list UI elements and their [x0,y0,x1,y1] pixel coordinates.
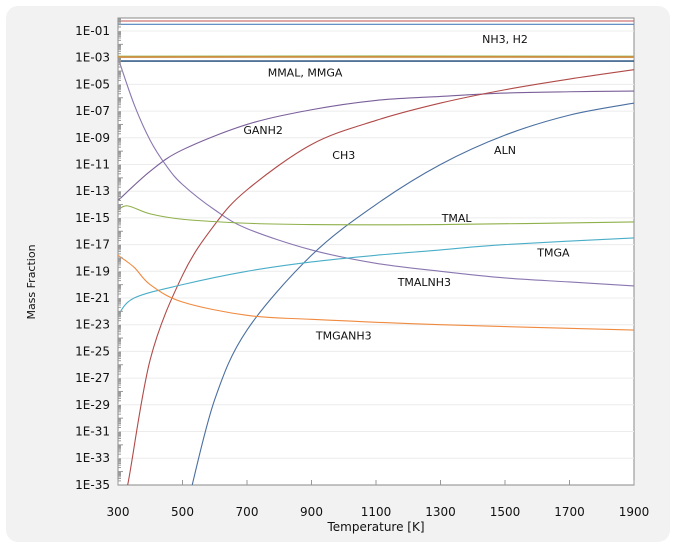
y-tick-label: 1E-25 [75,344,110,358]
x-tick-label: 500 [171,505,194,519]
series-line-tmal [118,205,634,226]
y-tick-label: 1E-33 [75,451,110,465]
x-tick-label: 900 [300,505,323,519]
series-annotation: TMAL [441,212,473,225]
x-tick-label: 1700 [554,505,585,519]
y-tick-label: 1E-15 [75,211,110,225]
y-tick-label: 1E-09 [75,131,110,145]
x-tick-label: 1500 [490,505,521,519]
y-tick-label: 1E-31 [75,425,110,439]
series-line-mmga [118,56,634,60]
x-tick-label: 700 [236,505,259,519]
series-annotation: TMGA [536,247,570,260]
y-tick-label: 1E-29 [75,398,110,412]
y-tick-label: 1E-23 [75,318,110,332]
series-annotation: CH3 [332,149,355,162]
series-annotation: TMGANH3 [315,329,372,342]
series-annotation: NH3, H2 [482,33,528,46]
series-annotation: MMAL, MMGA [268,66,343,79]
series-line-aln [191,102,634,485]
series-annotation: GANH2 [243,124,283,137]
y-tick-label: 1E-17 [75,238,110,252]
y-tick-label: 1E-05 [75,77,110,91]
series-annotation: TMALNH3 [397,276,451,289]
y-tick-label: 1E-03 [75,51,110,65]
plot-area [117,17,635,486]
series-line-tmganh3 [118,254,634,331]
y-tick-label: 1E-21 [75,291,110,305]
y-tick-label: 1E-11 [75,158,110,172]
y-tick-label: 1E-13 [75,184,110,198]
y-tick-label: 1E-27 [75,371,110,385]
series-line-ch3 [127,69,634,485]
x-tick-label: 1900 [619,505,650,519]
y-tick-label: 1E-01 [75,24,110,38]
y-tick-label: 1E-07 [75,104,110,118]
y-tick-label: 1E-19 [75,264,110,278]
y-axis-label: Mass Fraction [25,244,38,319]
x-axis-label: Temperature [K] [326,520,424,534]
x-tick-label: 300 [107,505,130,519]
series-line-tmalnh3 [118,57,634,287]
x-tick-label: 1100 [361,505,392,519]
series-line-tmga [118,237,634,316]
series-annotation: ALN [494,144,516,157]
series-line-ganh2 [118,90,634,201]
y-tick-label: 1E-35 [75,478,110,492]
x-tick-label: 1300 [425,505,456,519]
